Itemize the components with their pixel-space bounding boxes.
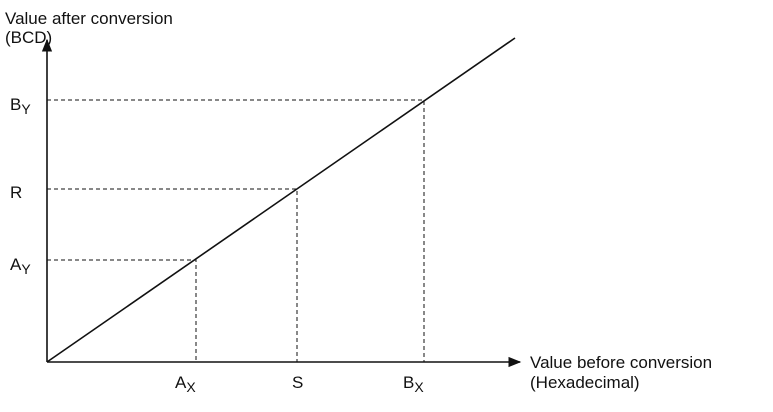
label-base: S [292,373,303,392]
y-axis-title: (BCD) [5,28,52,47]
x-label: S [292,373,303,392]
x-axis-title: (Hexadecimal) [530,373,640,392]
guide-a [47,259,197,362]
y-label: R [10,183,22,202]
label-base: A [10,255,22,274]
label-sub: X [186,379,196,395]
x-label: BX [403,373,424,395]
label-base: B [403,373,414,392]
guide-r [47,188,298,362]
label-base: A [175,373,187,392]
label-sub: X [414,379,424,395]
label-sub: Y [21,261,31,277]
y-axis-title: Value after conversion [5,9,173,28]
x-axis-title: Value before conversion [530,353,712,372]
y-label: BY [10,95,31,117]
label-base: B [10,95,21,114]
label-base: R [10,183,22,202]
x-label: AX [175,373,196,395]
conversion-line [46,37,516,363]
label-sub: Y [21,101,31,117]
y-label: AY [10,255,31,277]
